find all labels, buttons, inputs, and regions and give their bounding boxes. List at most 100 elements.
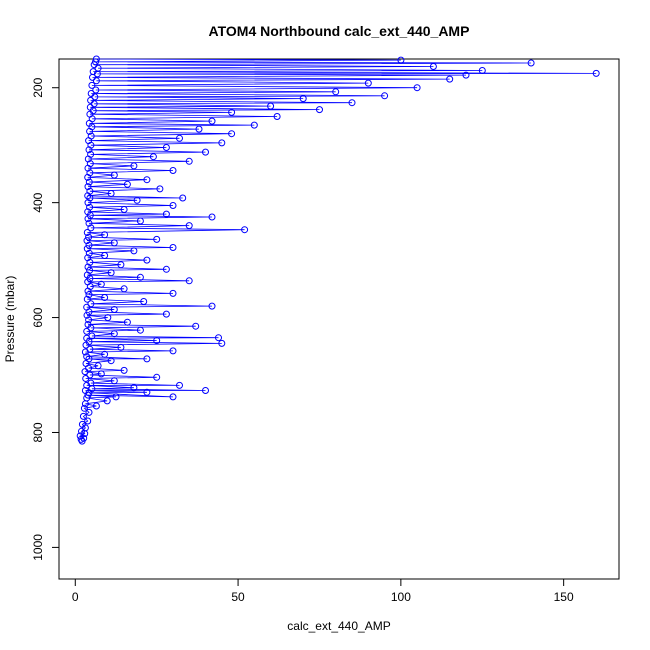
chart-title: ATOM4 Northbound calc_ext_440_AMP [209, 23, 470, 39]
data-point [83, 353, 91, 361]
data-point [83, 303, 91, 311]
y-tick-label: 800 [31, 422, 45, 442]
data-point [332, 88, 340, 96]
data-point [110, 239, 118, 247]
data-point [85, 241, 93, 249]
data-point [83, 381, 91, 389]
data-point [153, 235, 161, 243]
data-point [87, 379, 95, 387]
data-point [218, 339, 226, 347]
data-point [83, 327, 91, 335]
data-point [208, 117, 216, 125]
data-point [169, 202, 177, 209]
data-point [202, 148, 209, 156]
data-point [478, 67, 486, 74]
y-tick-label: 400 [31, 192, 45, 212]
data-point [162, 265, 170, 273]
data-point [103, 397, 111, 405]
data-point [97, 280, 105, 288]
y-tick-label: 1000 [31, 534, 45, 561]
data-point [92, 86, 100, 94]
data-point [169, 393, 177, 401]
x-tick-label: 100 [391, 590, 411, 604]
data-point [133, 196, 141, 204]
y-tick-label: 600 [31, 307, 45, 327]
data-point [185, 277, 193, 285]
data-point [83, 311, 91, 319]
data-point [143, 355, 151, 363]
data-point [92, 402, 100, 410]
data-point [364, 79, 372, 87]
data-point [120, 366, 128, 374]
data-point [83, 295, 91, 303]
data-point [202, 387, 209, 394]
data-point [80, 404, 88, 412]
data-point [85, 408, 93, 416]
data-point [273, 113, 281, 120]
data-point [143, 256, 151, 264]
data-point [429, 63, 437, 70]
x-axis: 0 50 100 150 [72, 578, 574, 604]
data-point [299, 95, 307, 103]
x-axis-label: calc_ext_440_AMP [287, 619, 390, 633]
data-point [87, 96, 95, 104]
data-point [107, 190, 115, 197]
y-axis-label: Pressure (mbar) [3, 276, 17, 363]
data-point [84, 254, 92, 262]
plot-area [58, 55, 620, 580]
y-axis: 200 400 600 800 1000 [31, 77, 60, 561]
data-point [176, 381, 183, 389]
data-point [140, 298, 148, 305]
x-tick-label: 150 [554, 590, 574, 604]
data-point [97, 370, 105, 378]
data-point [153, 373, 161, 381]
data-point [195, 125, 203, 133]
data-point [78, 427, 85, 435]
data-point [215, 334, 222, 342]
data-point [85, 291, 93, 299]
data-point [79, 412, 87, 420]
data-point [179, 194, 187, 202]
data-point [120, 206, 128, 213]
data-point [92, 77, 100, 85]
data-point [110, 330, 118, 338]
data-point [85, 233, 93, 241]
series-line [79, 58, 597, 442]
data-point [84, 208, 92, 216]
data-point [267, 102, 275, 110]
data-point [462, 71, 470, 79]
data-point [117, 261, 125, 269]
data-point [527, 59, 535, 67]
data-point [86, 160, 94, 168]
data-point [86, 345, 94, 353]
data-point [192, 322, 200, 330]
data-point [89, 68, 97, 76]
data-point [85, 355, 93, 363]
data-point [162, 210, 170, 218]
data-point [185, 157, 193, 165]
data-point [84, 199, 92, 207]
data-point [123, 318, 131, 326]
data-point [156, 185, 164, 193]
data-point [143, 388, 151, 396]
data-point [185, 222, 193, 230]
data-point [87, 224, 95, 232]
data-point [85, 316, 93, 324]
data-point [86, 103, 94, 111]
data-point [85, 146, 93, 154]
data-point [169, 244, 177, 251]
data-point [107, 357, 115, 365]
data-point [413, 84, 421, 92]
data-point [86, 266, 94, 274]
data-point [162, 144, 170, 151]
data-point [228, 130, 236, 138]
data-point [218, 139, 226, 147]
data-point [149, 153, 157, 161]
data-point [169, 167, 177, 174]
data-point [110, 171, 118, 179]
data-point [92, 58, 99, 66]
data-point [208, 213, 216, 221]
data-point [241, 226, 249, 234]
data-point [136, 217, 144, 225]
data-point [86, 169, 94, 177]
